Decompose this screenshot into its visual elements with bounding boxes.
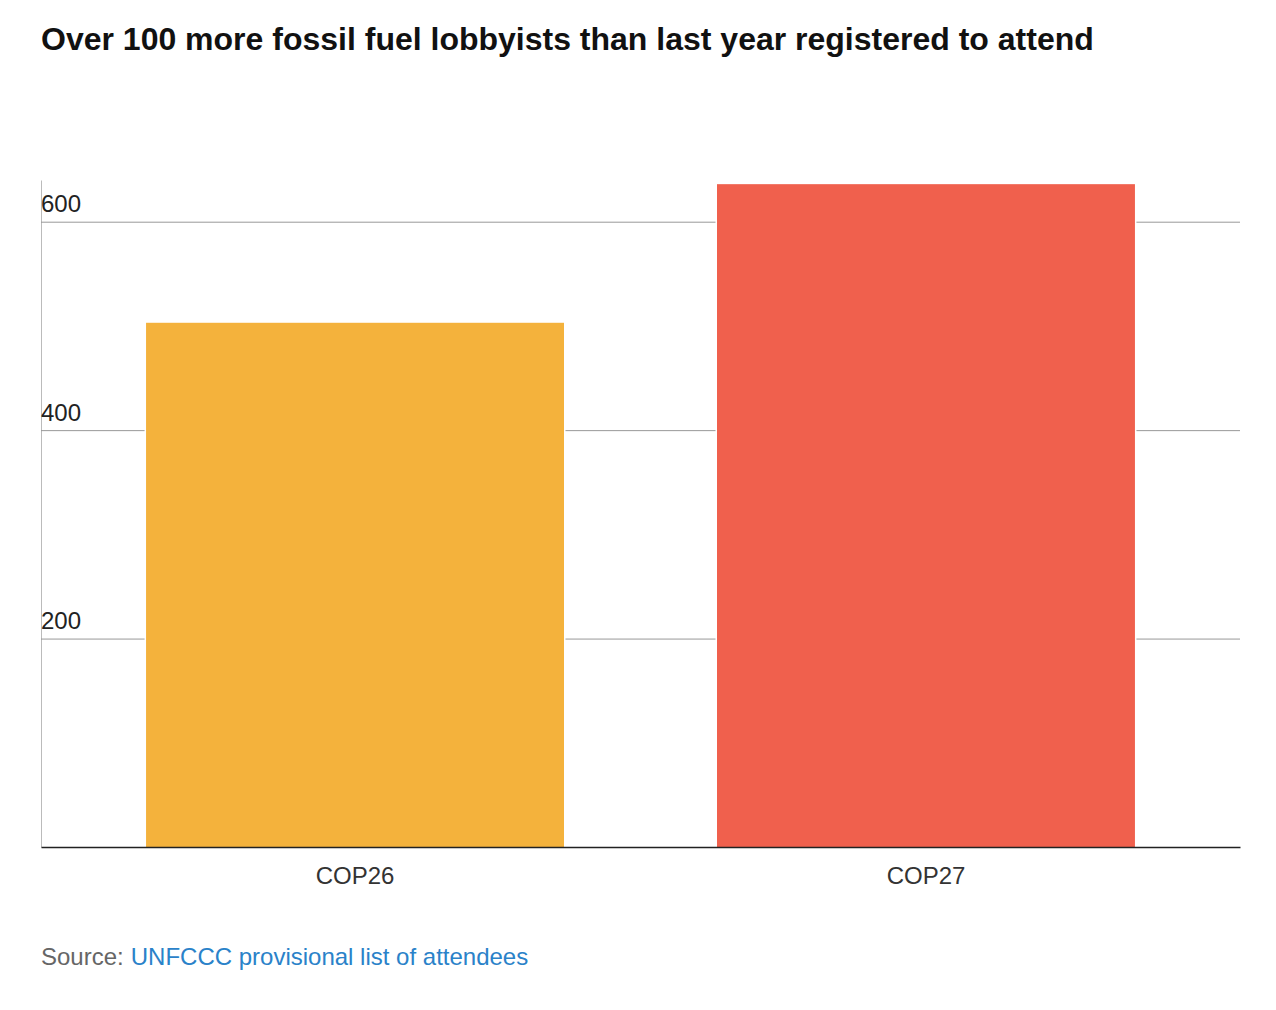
source: Source: UNFCCC provisional list of attend… (41, 943, 528, 970)
y-axis-line (41, 181, 42, 848)
source-label: Source: (41, 943, 124, 970)
chart: Over 100 more fossil fuel lobbyists than… (0, 0, 1276, 1010)
x-tick: COP27 (887, 847, 966, 889)
y-tick-label: 400 (41, 399, 81, 426)
bar (717, 184, 1135, 847)
x-tick-label: COP26 (316, 862, 395, 889)
x-tick: COP26 (316, 847, 395, 889)
y-tick-label: 200 (41, 607, 81, 634)
x-axis: COP26 COP27 (42, 847, 1241, 889)
x-axis-line (42, 847, 1241, 849)
y-tick-label: 600 (41, 190, 81, 217)
bar (146, 323, 564, 847)
title-line: Over 100 more fossil fuel lobbyists than… (41, 21, 1094, 57)
title: Over 100 more fossil fuel lobbyists than… (41, 21, 1094, 57)
y-axis: 200 400 600 (41, 181, 1240, 848)
bars (146, 184, 1135, 847)
source-link[interactable]: UNFCCC provisional list of attendees (131, 943, 529, 970)
x-tick-label: COP27 (887, 862, 966, 889)
